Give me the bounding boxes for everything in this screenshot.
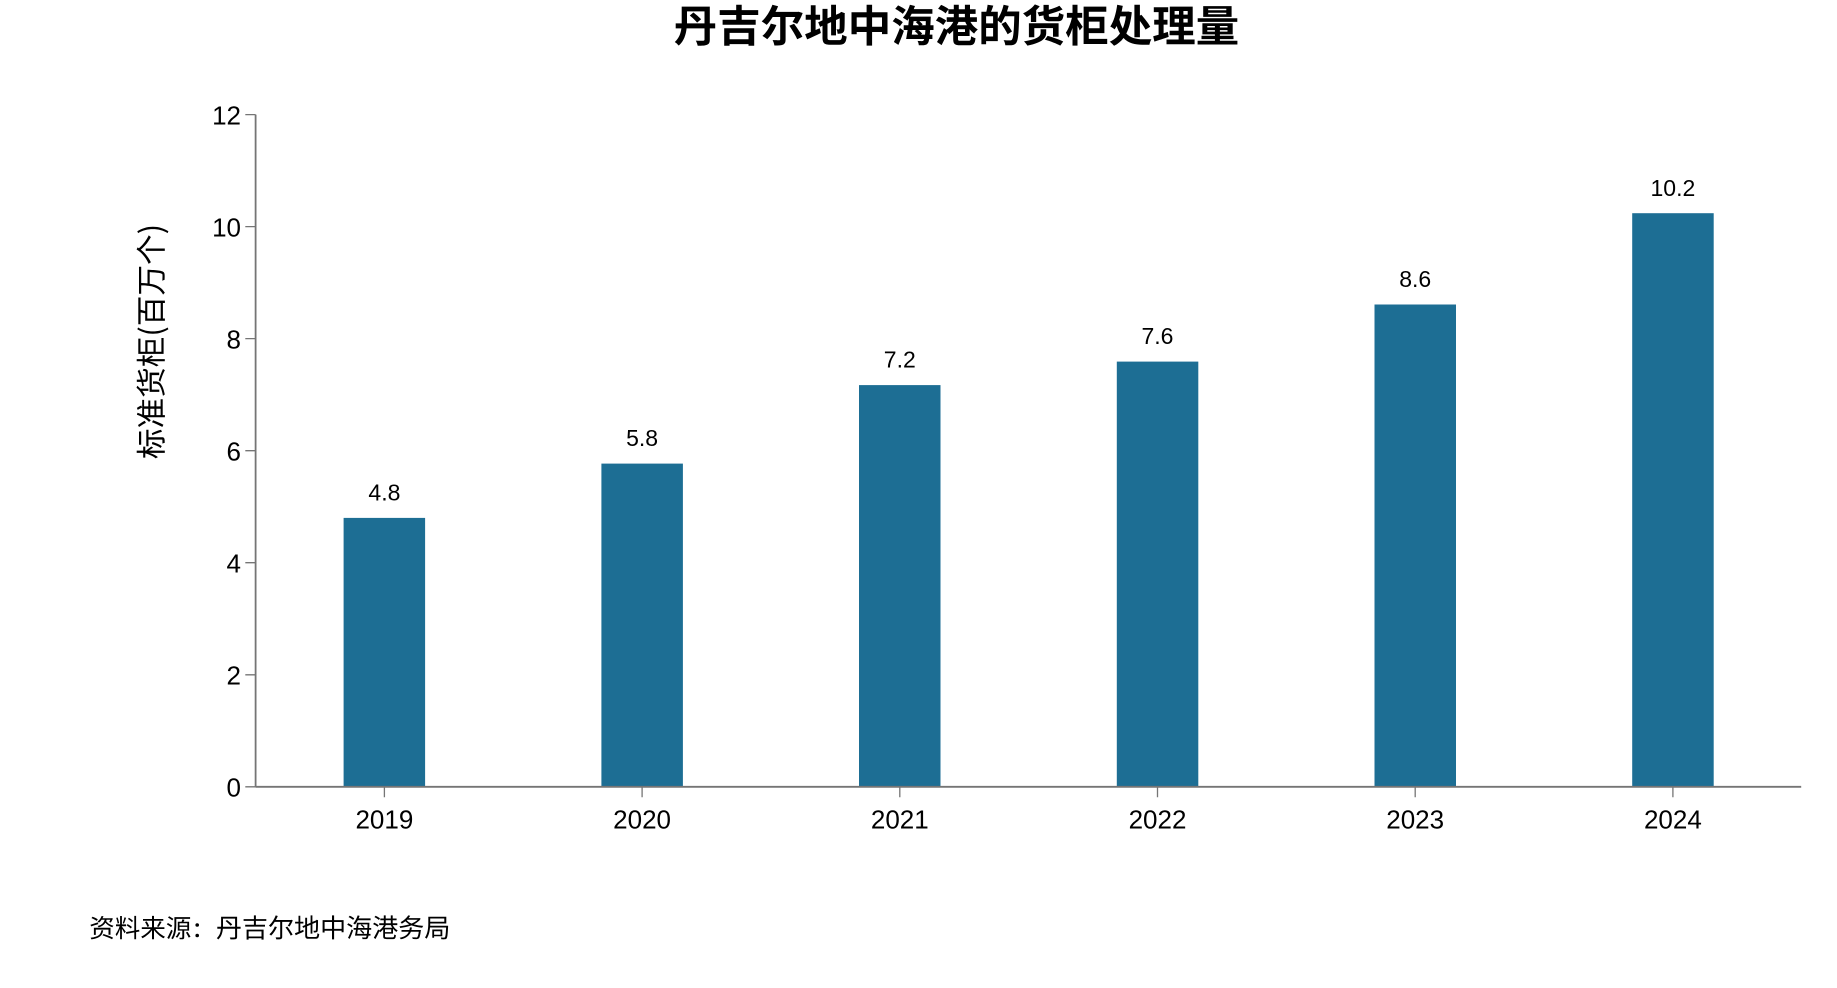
svg-text:4: 4 [227,549,241,579]
svg-text:2021: 2021 [871,805,929,835]
svg-text:2024: 2024 [1644,805,1702,835]
svg-text:2022: 2022 [1129,805,1187,835]
svg-text:7.2: 7.2 [884,347,916,373]
svg-text:6: 6 [227,437,241,467]
svg-text:10: 10 [212,212,241,242]
svg-text:2020: 2020 [613,805,671,835]
svg-text:7.6: 7.6 [1142,323,1174,349]
svg-text:5.8: 5.8 [626,425,658,451]
svg-text:0: 0 [227,773,241,803]
svg-text:8.6: 8.6 [1399,266,1431,292]
svg-text:8: 8 [227,324,241,354]
svg-text:10.2: 10.2 [1651,175,1696,201]
svg-text:2: 2 [227,661,241,691]
svg-text:4.8: 4.8 [368,480,400,506]
svg-text:2023: 2023 [1386,805,1444,835]
svg-text:12: 12 [212,100,241,130]
svg-text:2019: 2019 [355,805,413,835]
